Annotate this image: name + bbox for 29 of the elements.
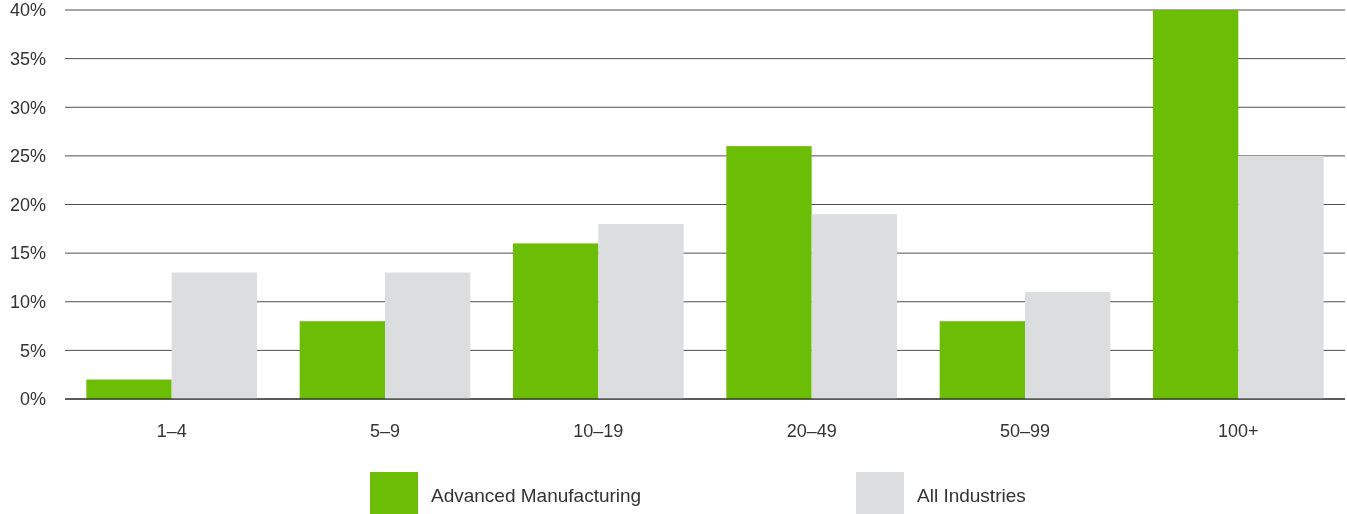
- bar: [1153, 10, 1239, 399]
- bar: [513, 243, 599, 399]
- bar: [939, 321, 1025, 399]
- bar: [385, 272, 471, 399]
- legend-label: Advanced Manufacturing: [431, 484, 642, 506]
- legend-label: All Industries: [917, 484, 1026, 506]
- bar: [86, 379, 172, 399]
- y-tick-label: 0%: [19, 389, 46, 410]
- x-tick-label: 1–4: [156, 421, 187, 441]
- y-tick-label: 20%: [9, 194, 46, 215]
- bar: [598, 223, 684, 399]
- y-tick-label: 40%: [9, 0, 46, 21]
- x-tick-label: 20–49: [786, 421, 837, 441]
- y-tick-label: 30%: [9, 97, 46, 118]
- bar: [1238, 155, 1324, 399]
- x-tick-label: 100+: [1218, 421, 1259, 441]
- bar: [299, 321, 385, 399]
- x-tick-label: 5–9: [369, 421, 401, 441]
- bar: [726, 146, 812, 399]
- bar: [171, 272, 257, 399]
- bar: [1025, 292, 1111, 399]
- x-tick-label: 10–19: [573, 421, 624, 441]
- y-tick-label: 35%: [9, 48, 46, 69]
- y-tick-label: 5%: [19, 340, 46, 361]
- y-tick-label: 25%: [9, 146, 46, 167]
- bar: [811, 214, 897, 399]
- x-tick-label: 50–99: [999, 421, 1051, 441]
- y-tick-label: 10%: [9, 292, 46, 313]
- y-tick-label: 15%: [9, 243, 46, 264]
